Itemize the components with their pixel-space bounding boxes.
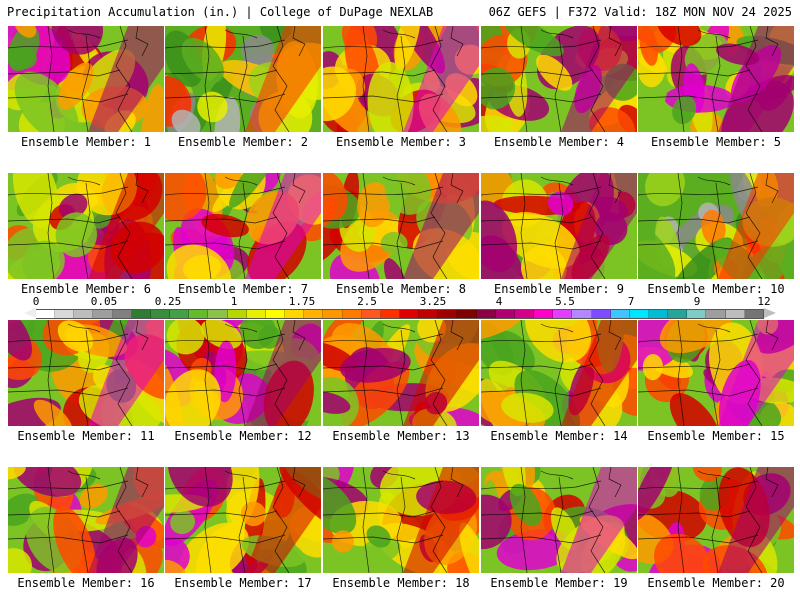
ensemble-member-label: Ensemble Member: 13 — [332, 429, 470, 443]
ensemble-member-label: Ensemble Member: 14 — [490, 429, 628, 443]
ensemble-member-label: Ensemble Member: 1 — [20, 135, 152, 149]
colorbar-swatch — [208, 310, 228, 318]
ensemble-member-map — [8, 320, 164, 426]
colorbar-swatch — [170, 310, 190, 318]
ensemble-member-label: Ensemble Member: 8 — [335, 282, 467, 296]
colorbar-tick-label: 0.25 — [154, 295, 182, 308]
colorbar-swatch — [74, 310, 94, 318]
colorbar-swatch — [265, 310, 286, 318]
colorbar-swatch — [495, 310, 515, 318]
colorbar-tick-label: 1.75 — [288, 295, 316, 308]
colorbar-tick-label: 0.05 — [90, 295, 118, 308]
ensemble-member-label: Ensemble Member: 12 — [174, 429, 312, 443]
colorbar-swatch — [112, 310, 132, 318]
colorbar-tick-label: 4 — [495, 295, 503, 308]
colorbar-swatch — [725, 310, 745, 318]
ensemble-member-label: Ensemble Member: 4 — [493, 135, 625, 149]
colorbar-swatch — [150, 310, 171, 318]
colorbar-swatch — [457, 310, 477, 318]
ensemble-member-map — [8, 467, 164, 573]
colorbar-swatch — [744, 310, 764, 318]
colorbar-swatch — [342, 310, 362, 318]
ensemble-member-label: Ensemble Member: 17 — [174, 576, 312, 590]
ensemble-member-map — [481, 26, 637, 132]
ensemble-member-map — [481, 467, 637, 573]
colorbar-scale — [36, 309, 764, 319]
ensemble-member-label: Ensemble Member: 10 — [647, 282, 785, 296]
colorbar-tick-label: 9 — [693, 295, 701, 308]
colorbar-swatch — [687, 310, 707, 318]
ensemble-member-label: Ensemble Member: 6 — [20, 282, 152, 296]
ensemble-member-map — [481, 320, 637, 426]
model-valid-time: 06Z GEFS | F372 Valid: 18Z MON NOV 24 20… — [488, 5, 792, 19]
colorbar-swatch — [534, 310, 554, 318]
ensemble-member-map — [481, 173, 637, 279]
header: Precipitation Accumulation (in.) | Colle… — [0, 0, 800, 24]
ensemble-member-label: Ensemble Member: 3 — [335, 135, 467, 149]
colorbar-swatch — [476, 310, 496, 318]
colorbar-tick-label: 2.5 — [357, 295, 377, 308]
ensemble-member-label: Ensemble Member: 9 — [493, 282, 625, 296]
colorbar-swatch — [706, 310, 726, 318]
colorbar-tick-label: 1 — [230, 295, 238, 308]
ensemble-member-label: Ensemble Member: 7 — [177, 282, 309, 296]
colorbar-swatch — [610, 310, 630, 318]
colorbar-swatch — [649, 310, 669, 318]
ensemble-member-map — [323, 320, 479, 426]
ensemble-member-map — [323, 26, 479, 132]
colorbar-swatch — [668, 310, 688, 318]
ensemble-member-map — [8, 173, 164, 279]
ensemble-member-map — [165, 467, 321, 573]
colorbar-tick-label: 5.5 — [555, 295, 575, 308]
ensemble-member-map — [638, 26, 794, 132]
ensemble-member-map — [8, 26, 164, 132]
colorbar-swatch — [93, 310, 113, 318]
ensemble-member-label: Ensemble Member: 11 — [17, 429, 155, 443]
map-title: Precipitation Accumulation (in.) | Colle… — [7, 5, 434, 19]
ensemble-member-label: Ensemble Member: 15 — [647, 429, 785, 443]
colorbar-swatch — [399, 310, 420, 318]
colorbar-swatch — [380, 310, 400, 318]
colorbar-swatch — [323, 310, 343, 318]
colorbar-swatch — [419, 310, 439, 318]
ensemble-member-map — [323, 467, 479, 573]
colorbar-swatch — [361, 310, 381, 318]
ensemble-member-map — [638, 320, 794, 426]
colorbar-swatch — [131, 310, 151, 318]
colorbar-swatch — [572, 310, 592, 318]
colorbar-swatch — [189, 310, 209, 318]
colorbar-swatch — [553, 310, 573, 318]
colorbar-high-arrow — [764, 308, 776, 318]
colorbar-low-arrow — [24, 308, 36, 318]
ensemble-member-map — [165, 173, 321, 279]
ensemble-member-map — [323, 173, 479, 279]
colorbar-swatch — [246, 310, 266, 318]
colorbar-swatch — [55, 310, 75, 318]
ensemble-member-label: Ensemble Member: 18 — [332, 576, 470, 590]
ensemble-member-label: Ensemble Member: 5 — [650, 135, 782, 149]
colorbar-swatch — [304, 310, 324, 318]
ensemble-member-map — [638, 467, 794, 573]
ensemble-member-map — [165, 320, 321, 426]
ensemble-member-map — [638, 173, 794, 279]
ensemble-member-label: Ensemble Member: 20 — [647, 576, 785, 590]
colorbar-swatch — [629, 310, 649, 318]
ensemble-member-map — [165, 26, 321, 132]
colorbar-tick-label: 12 — [757, 295, 771, 308]
colorbar-tick-label: 0 — [32, 295, 40, 308]
colorbar-swatch — [514, 310, 535, 318]
colorbar-swatch — [36, 310, 56, 318]
colorbar-swatch — [591, 310, 611, 318]
ensemble-member-label: Ensemble Member: 2 — [177, 135, 309, 149]
colorbar-tick-label: 7 — [627, 295, 635, 308]
precip-colorbar: 0 0.05 0.25 1 1.75 2.5 3.25 4 5.5 7 9 12 — [0, 296, 800, 322]
colorbar-swatch — [227, 310, 247, 318]
colorbar-swatch — [438, 310, 458, 318]
ensemble-member-label: Ensemble Member: 16 — [17, 576, 155, 590]
ensemble-member-label: Ensemble Member: 19 — [490, 576, 628, 590]
colorbar-swatch — [285, 310, 305, 318]
colorbar-tick-label: 3.25 — [419, 295, 447, 308]
